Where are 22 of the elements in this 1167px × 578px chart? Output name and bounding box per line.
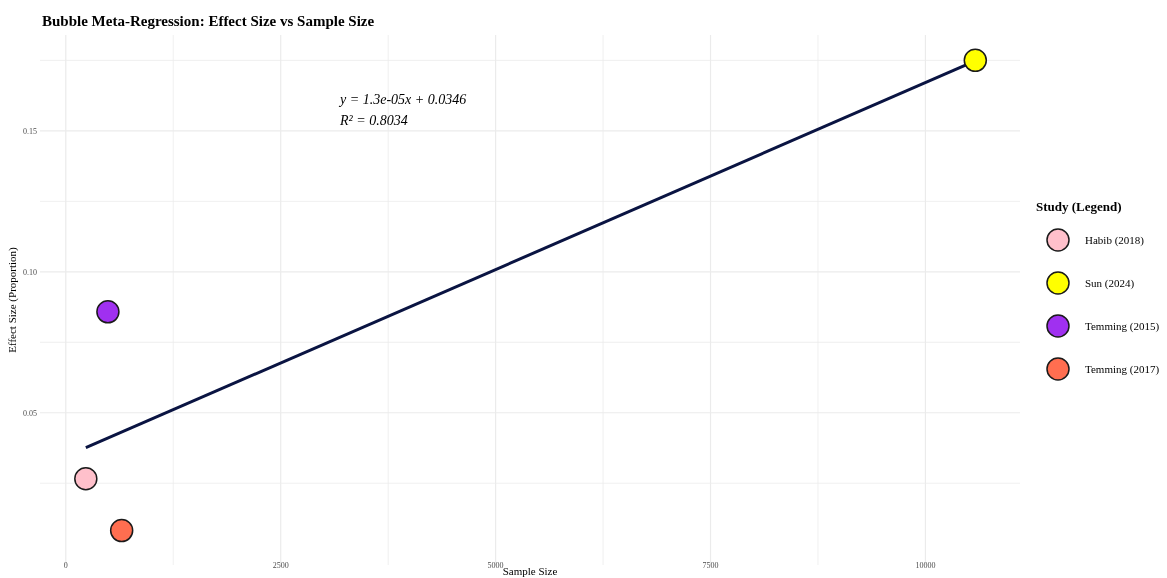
legend-label: Sun (2024) — [1085, 277, 1135, 290]
annotation: y = 1.3e-05x + 0.0346 — [338, 92, 467, 107]
x-tick-label: 0 — [63, 561, 68, 570]
x-axis-title: Sample Size — [502, 565, 558, 577]
x-tick-label: 10000 — [915, 561, 936, 570]
x-tick-label: 7500 — [702, 561, 719, 570]
legend-label: Temming (2015) — [1085, 320, 1160, 333]
point — [74, 466, 98, 491]
legend-label: Habib (2018) — [1085, 234, 1145, 247]
point — [96, 300, 120, 324]
legend-label: Temming (2017) — [1085, 363, 1160, 376]
y-tick-label: 0.15 — [23, 126, 37, 136]
chart-title: Bubble Meta-Regression: Effect Size vs Sample Size — [42, 13, 375, 29]
point — [109, 518, 134, 543]
x-tick-label: 5000 — [487, 561, 504, 570]
y-tick-label: 0.10 — [23, 267, 37, 277]
annotation: R² = 0.8034 — [339, 113, 408, 128]
y-axis-title: Effect Size (Proportion) — [6, 246, 19, 353]
y-tick-label: 0.05 — [23, 408, 37, 418]
x-tick-label: 2500 — [272, 561, 289, 570]
point — [963, 48, 988, 73]
legend-title: Study (Legend) — [1036, 199, 1122, 214]
